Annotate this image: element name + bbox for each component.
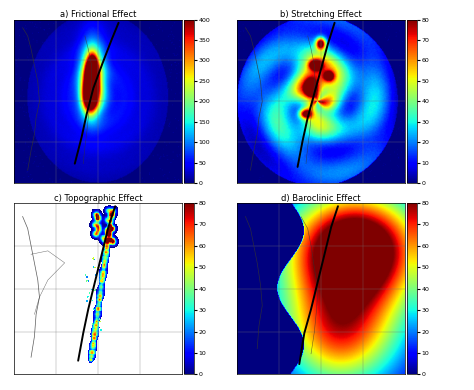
Title: b) Stretching Effect: b) Stretching Effect	[280, 11, 362, 20]
Title: d) Baroclinic Effect: d) Baroclinic Effect	[282, 194, 361, 203]
Title: a) Frictional Effect: a) Frictional Effect	[60, 11, 137, 20]
Title: c) Topographic Effect: c) Topographic Effect	[54, 194, 143, 203]
